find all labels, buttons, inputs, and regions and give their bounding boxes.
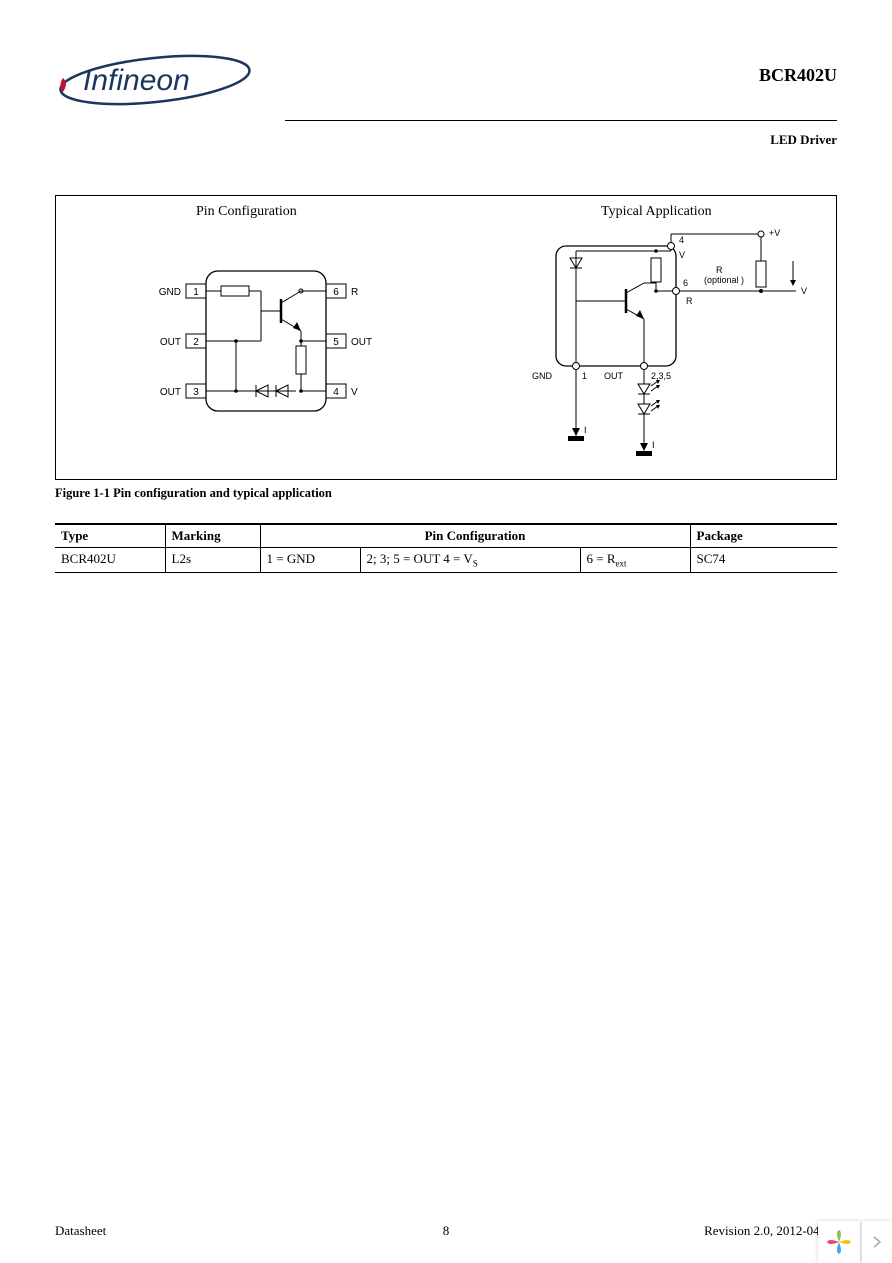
svg-text:V: V — [351, 387, 358, 398]
svg-text:1: 1 — [582, 371, 587, 381]
svg-text:GND: GND — [159, 287, 181, 298]
svg-text:3: 3 — [193, 387, 199, 398]
svg-text:Infineon: Infineon — [83, 64, 190, 97]
td-pin3: 6 = Rext — [580, 548, 690, 573]
svg-text:1: 1 — [193, 287, 199, 298]
svg-text:5: 5 — [333, 337, 339, 348]
svg-text:R: R — [686, 296, 693, 306]
svg-text:OUT: OUT — [160, 337, 181, 348]
page-header: Infineon BCR402U LED Driver — [55, 50, 837, 145]
svg-text:+V: +V — [769, 228, 780, 238]
td-pin1: 1 = GND — [260, 548, 360, 573]
typical-app-title: Typical Application — [601, 204, 712, 220]
svg-text:I: I — [584, 425, 587, 435]
figure-box: Pin Configuration Typical Application 1 … — [55, 195, 837, 480]
svg-text:6: 6 — [683, 278, 688, 288]
svg-text:OUT: OUT — [604, 371, 624, 381]
header-rule — [285, 120, 837, 121]
petal-icon[interactable] — [818, 1221, 860, 1263]
svg-text:R: R — [716, 265, 723, 275]
svg-text:4: 4 — [679, 235, 684, 245]
svg-text:V: V — [679, 250, 685, 260]
svg-text:4: 4 — [333, 387, 339, 398]
footer-page-number: 8 — [443, 1223, 450, 1239]
next-arrow-button[interactable] — [862, 1221, 892, 1263]
footer-left: Datasheet — [55, 1223, 106, 1239]
th-package: Package — [690, 524, 837, 548]
corner-widget — [818, 1221, 892, 1263]
pin-table: Type Marking Pin Configuration Package B… — [55, 523, 837, 573]
svg-text:2: 2 — [193, 337, 199, 348]
table-header-row: Type Marking Pin Configuration Package — [55, 524, 837, 548]
part-number: BCR402U — [759, 65, 837, 86]
page: Infineon BCR402U LED Driver Pin Configur… — [0, 0, 892, 1263]
th-pinconfig: Pin Configuration — [260, 524, 690, 548]
svg-text:(optional ): (optional ) — [704, 275, 744, 285]
typical-application-diagram: 4 +V V 6 R — [516, 226, 836, 476]
td-package: SC74 — [690, 548, 837, 573]
svg-text:R: R — [351, 287, 358, 298]
th-marking: Marking — [165, 524, 260, 548]
th-type: Type — [55, 524, 165, 548]
subtitle: LED Driver — [770, 132, 837, 148]
td-type: BCR402U — [55, 548, 165, 573]
td-marking: L2s — [165, 548, 260, 573]
svg-text:6: 6 — [333, 287, 339, 298]
figure-caption: Figure 1-1 Pin configuration and typical… — [55, 486, 837, 501]
svg-text:OUT: OUT — [160, 387, 181, 398]
svg-text:I: I — [652, 440, 655, 450]
table-row: BCR402U L2s 1 = GND 2; 3; 5 = OUT 4 = VS… — [55, 548, 837, 573]
svg-text:2,3,5: 2,3,5 — [651, 371, 671, 381]
td-pin2: 2; 3; 5 = OUT 4 = VS — [360, 548, 580, 573]
pin-config-title: Pin Configuration — [196, 204, 297, 220]
svg-text:V: V — [801, 286, 807, 296]
infineon-logo: Infineon — [55, 50, 275, 115]
svg-text:OUT: OUT — [351, 337, 372, 348]
pin-configuration-diagram: 1 GND 2 OUT 3 OUT 6 R 5 OUT 4 V — [136, 261, 376, 441]
svg-text:GND: GND — [532, 371, 553, 381]
